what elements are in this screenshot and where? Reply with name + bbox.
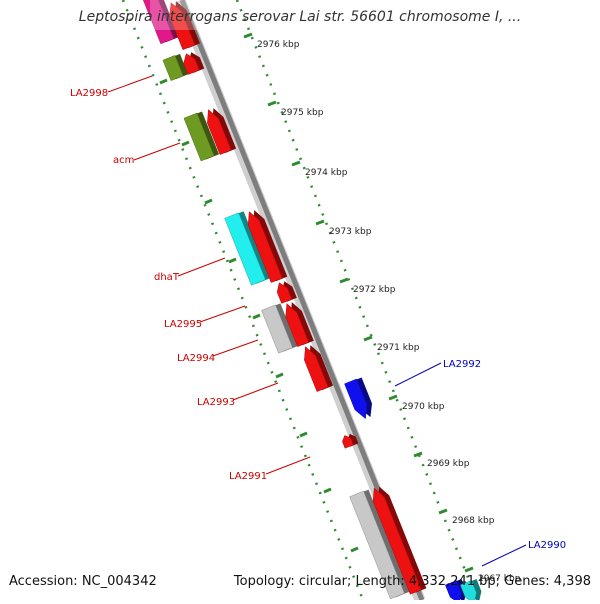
gene-leader-line [265, 456, 311, 475]
scale-tick-label: 2973 kbp [329, 227, 372, 237]
scale-tick-label: 2970 kbp [402, 402, 445, 412]
gene-label: LA2995 [164, 319, 202, 330]
reverse-ruler-tick [181, 140, 190, 147]
scale-tick-mark [388, 394, 398, 401]
gene-dhaT [224, 212, 266, 286]
scale-tick-label: 2974 kbp [305, 168, 348, 178]
accession-text: Accession: NC_004342 [9, 574, 157, 589]
gene-labels: LA2998 acm dhaT LA2995 LA2994 LA2993 LA2991 LA2… [70, 75, 566, 567]
scale-tick-mark [464, 566, 474, 573]
scale-tick-mark [315, 219, 325, 226]
gene-magenta [142, 0, 175, 45]
gene-label: LA2998 [70, 88, 108, 99]
gene-small [342, 435, 354, 449]
scale-tick-mark [363, 335, 373, 342]
gene-leader-line [232, 382, 279, 401]
gene-acm-related [162, 55, 184, 81]
scale-tick-label: 2972 kbp [353, 285, 396, 295]
reverse-ruler-tick [299, 431, 308, 438]
scale-tick-mark [243, 32, 253, 39]
gene-LA2995 [276, 282, 293, 304]
scale-tick-label: 2968 kbp [452, 516, 495, 526]
gene-red [372, 487, 422, 595]
gene-leader-line [133, 142, 181, 161]
map-title: Leptospira interrogans serovar Lai str. … [78, 9, 522, 25]
scale-tick-label: 2971 kbp [377, 343, 420, 353]
gene-label: LA2993 [197, 397, 235, 408]
gene-features [142, 0, 482, 604]
gene-LA2994-grey [261, 304, 293, 354]
gene-acm [183, 112, 215, 162]
reverse-ruler-tick [323, 487, 332, 494]
reverse-ruler-tick [275, 372, 284, 379]
gene-label: LA2990 [528, 540, 566, 551]
scale-tick-label: 2969 kbp [427, 459, 470, 469]
gene-LA2994 [285, 303, 310, 347]
scale-tick-mark [339, 277, 349, 284]
scale-tick-label: 2976 kbp [257, 40, 300, 50]
gene-leader-line [177, 257, 226, 277]
scale-tick-label: 2975 kbp [281, 108, 324, 118]
scale-ticks: 2976 kbp 2975 kbp 2974 kbp 2973 kbp 2972 kbp… [159, 32, 521, 584]
gene-leader-line [212, 339, 259, 357]
gene-red [183, 53, 200, 75]
reverse-ruler-line [121, 0, 365, 601]
gene-red [169, 2, 196, 51]
gene-red [207, 109, 232, 155]
gene-label: acm [113, 155, 134, 166]
reverse-ruler-tick [159, 78, 168, 85]
gene-grey [349, 490, 405, 600]
gene-label: LA2992 [443, 359, 481, 370]
scale-tick-mark [438, 508, 448, 515]
scale-tick-label: 2967 kbp [478, 574, 521, 584]
topology-text: Topology: circular; Length: 4,332,241 bp… [233, 574, 591, 589]
gene-label: dhaT [154, 272, 180, 283]
gene-LA2992 [344, 378, 368, 420]
scale-tick-mark [267, 100, 277, 107]
reverse-ruler-tick [252, 313, 261, 320]
gene-LA2993 [304, 346, 329, 392]
scale-tick-mark [291, 160, 301, 167]
reverse-ruler-tick [350, 546, 359, 553]
gene-label: LA2994 [177, 353, 215, 364]
highlight-box [150, 0, 198, 30]
gene-leader-line [481, 544, 527, 567]
gene-leader-line [199, 305, 246, 323]
scale-tick-mark [413, 451, 423, 458]
gene-leader-line [394, 362, 442, 387]
gene-red [247, 211, 283, 283]
gene-label: LA2991 [229, 471, 267, 482]
gene-leader-line [107, 75, 153, 93]
reverse-ruler-tick [228, 257, 237, 264]
reverse-ruler-tick [204, 198, 213, 205]
